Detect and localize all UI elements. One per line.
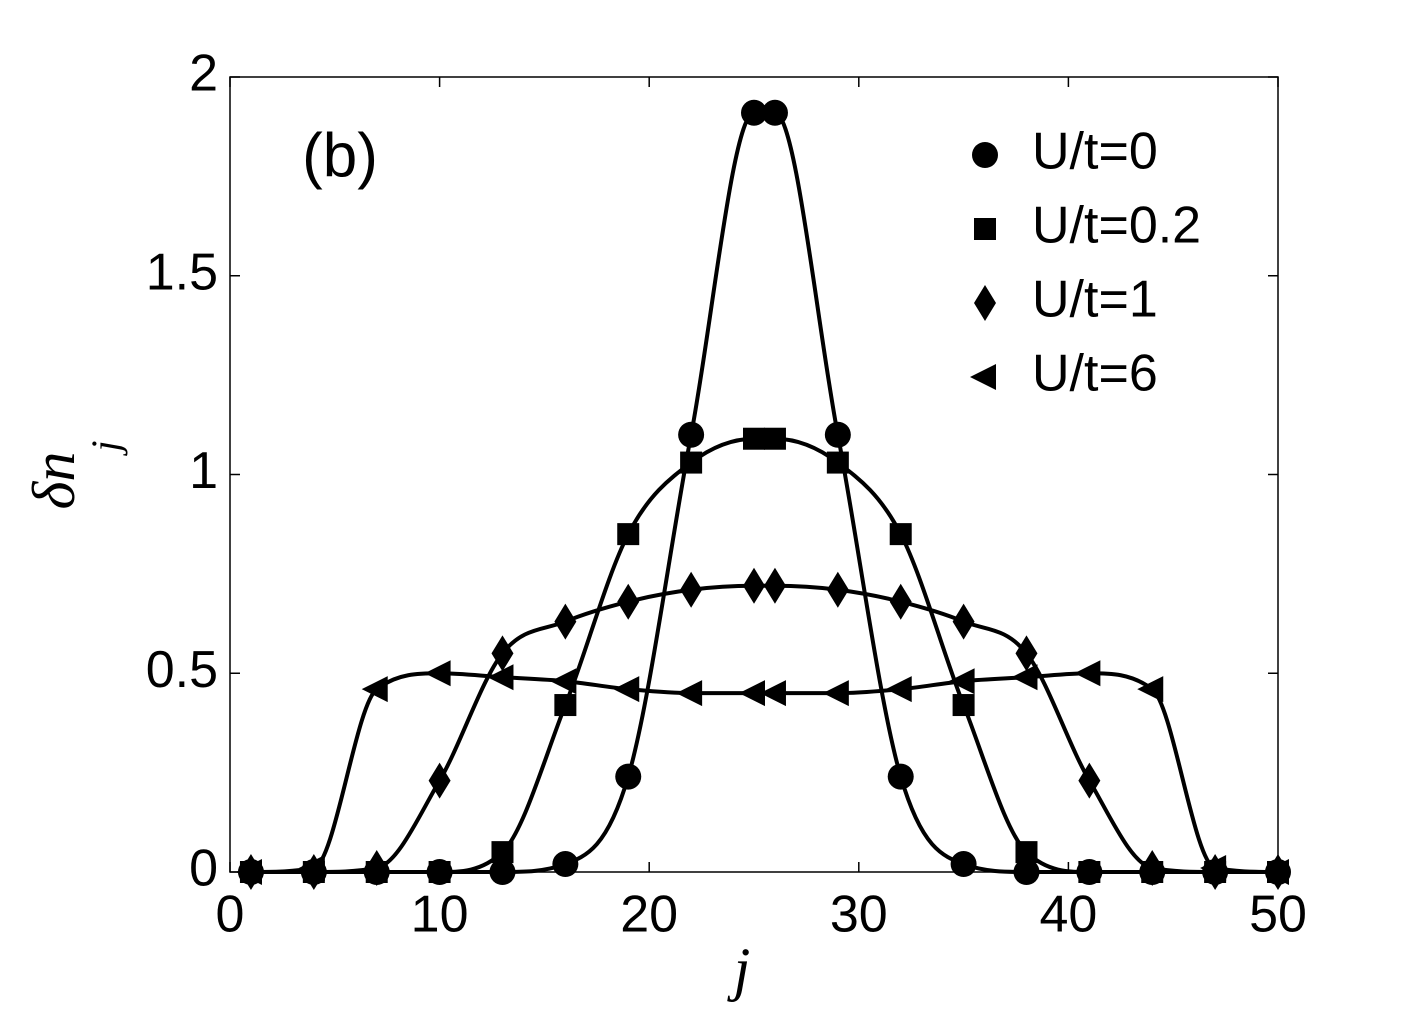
y-tick-label: 1.5	[146, 243, 218, 301]
y-tick-label: 1	[189, 442, 218, 500]
marker	[489, 859, 516, 885]
x-tick-label: 0	[216, 886, 245, 944]
marker	[743, 427, 765, 450]
x-axis-label: j	[727, 936, 751, 1002]
series-line	[250, 583, 1278, 874]
marker	[1015, 841, 1038, 864]
legend-marker	[974, 218, 996, 240]
marker	[1141, 850, 1164, 887]
marker	[743, 567, 765, 604]
marker	[550, 668, 577, 695]
x-tick-label: 50	[1249, 886, 1307, 944]
marker	[491, 635, 514, 672]
marker	[952, 603, 975, 640]
annotation: (b)	[302, 121, 378, 190]
marker	[487, 664, 514, 691]
marker	[554, 603, 577, 640]
marker	[617, 583, 640, 620]
x-tick-label: 40	[1039, 886, 1097, 944]
legend-label: U/t=0.2	[1032, 197, 1201, 255]
marker	[680, 451, 703, 474]
x-tick-label: 30	[830, 886, 888, 944]
legend-label: U/t=1	[1032, 271, 1158, 329]
marker	[678, 421, 705, 448]
marker	[424, 660, 451, 687]
marker	[1074, 660, 1101, 687]
marker	[759, 680, 786, 707]
y-tick-label: 0	[189, 840, 218, 898]
y-axis-label-sub: j	[83, 440, 128, 456]
x-tick-label: 20	[620, 886, 678, 944]
marker	[889, 583, 912, 620]
marker	[763, 427, 786, 450]
marker	[428, 861, 451, 883]
marker	[613, 676, 640, 703]
marker	[822, 680, 849, 707]
y-axis-label-main: δn	[21, 452, 87, 510]
marker	[826, 451, 849, 474]
marker	[552, 851, 579, 878]
marker	[554, 694, 577, 717]
x-tick-label: 10	[411, 886, 469, 944]
legend-marker	[974, 285, 996, 321]
marker	[950, 851, 977, 878]
marker	[1200, 855, 1227, 882]
marker	[761, 99, 788, 126]
legend-marker	[970, 364, 996, 390]
marker	[235, 859, 262, 885]
marker	[763, 567, 786, 604]
marker	[824, 421, 851, 448]
marker	[739, 680, 765, 707]
marker	[1263, 859, 1289, 885]
marker	[948, 668, 975, 695]
marker	[615, 763, 642, 790]
marker	[1078, 861, 1101, 883]
marker	[365, 850, 388, 887]
y-tick-label: 0.5	[146, 641, 218, 699]
marker	[887, 763, 914, 790]
marker	[1015, 635, 1038, 672]
marker	[826, 571, 849, 608]
marker	[676, 680, 703, 707]
series-line	[250, 436, 1278, 874]
marker	[361, 676, 388, 703]
marker	[617, 523, 640, 546]
marker	[428, 762, 451, 799]
marker	[741, 99, 767, 126]
y-axis-label: δnj	[21, 440, 128, 509]
marker	[885, 676, 912, 703]
marker	[491, 841, 514, 864]
legend-label: U/t=0	[1032, 123, 1158, 181]
marker	[889, 523, 912, 546]
marker	[952, 694, 975, 717]
marker	[1013, 859, 1040, 885]
marker	[1011, 664, 1038, 691]
marker	[680, 571, 703, 608]
marker	[1137, 676, 1164, 703]
marker	[298, 855, 325, 882]
marker	[1078, 762, 1101, 799]
legend-marker	[972, 142, 998, 168]
legend-label: U/t=6	[1032, 345, 1158, 403]
y-tick-label: 2	[189, 45, 218, 103]
